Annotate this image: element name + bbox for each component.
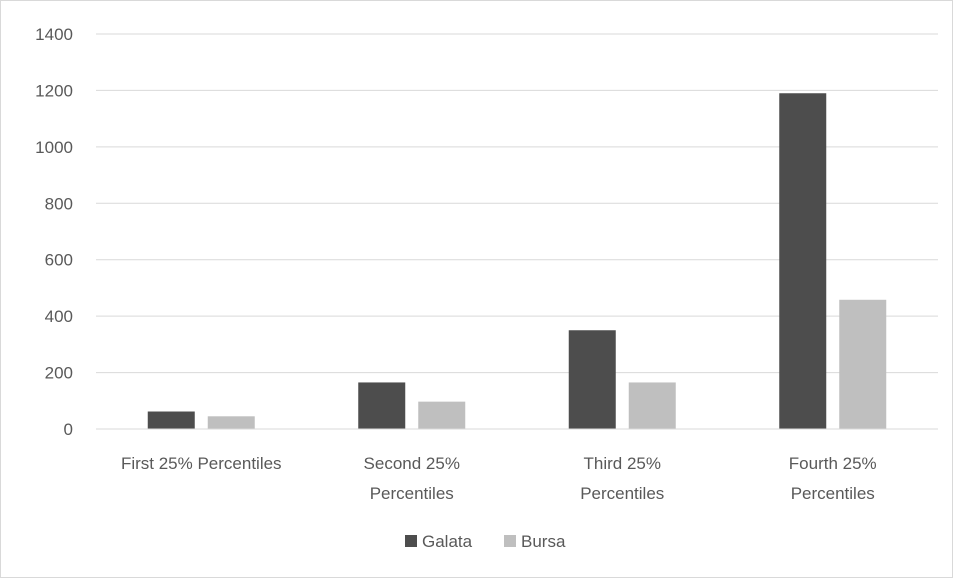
x-category-label-line: Third 25% (584, 454, 661, 473)
bar-bursa (418, 401, 466, 429)
y-tick-label: 0 (64, 420, 73, 439)
y-tick-label: 200 (45, 364, 73, 383)
x-category-label-line: First 25% Percentiles (121, 454, 282, 473)
gridlines (96, 33, 938, 374)
bar-bursa (628, 382, 676, 429)
bar-galata (568, 330, 616, 429)
y-tick-label: 1400 (35, 25, 73, 44)
y-tick-label: 400 (45, 307, 73, 326)
x-category-label: Third 25% Percentiles (580, 454, 664, 503)
bars (147, 93, 887, 429)
legend: Galata Bursa (405, 532, 566, 551)
x-category-label: First 25% Percentiles (121, 454, 282, 473)
legend-swatch-galata (405, 535, 417, 547)
x-category-label-line: Percentiles (370, 484, 454, 503)
x-category-label-line: Percentiles (791, 484, 875, 503)
x-category-label: Fourth 25% Percentiles (789, 454, 877, 503)
y-tick-label: 800 (45, 194, 73, 213)
bar-galata (779, 93, 827, 429)
y-tick-label: 1200 (35, 81, 73, 100)
bar-galata (358, 382, 406, 429)
bar-bursa (207, 416, 255, 429)
bar-galata (147, 411, 195, 429)
y-tick-label: 600 (45, 251, 73, 270)
x-category-label-line: Second 25% (364, 454, 460, 473)
y-axis-ticks: 0 200 400 600 800 1000 1200 1400 (35, 25, 73, 439)
legend-label-bursa: Bursa (521, 532, 566, 551)
y-tick-label: 1000 (35, 138, 73, 157)
x-category-label-line: Percentiles (580, 484, 664, 503)
legend-swatch-bursa (504, 535, 516, 547)
legend-label-galata: Galata (422, 532, 473, 551)
x-axis-categories: First 25% Percentiles Second 25% Percentil… (121, 454, 877, 503)
x-category-label: Second 25% Percentiles (364, 454, 460, 503)
bar-bursa (839, 299, 887, 429)
x-category-label-line: Fourth 25% (789, 454, 877, 473)
